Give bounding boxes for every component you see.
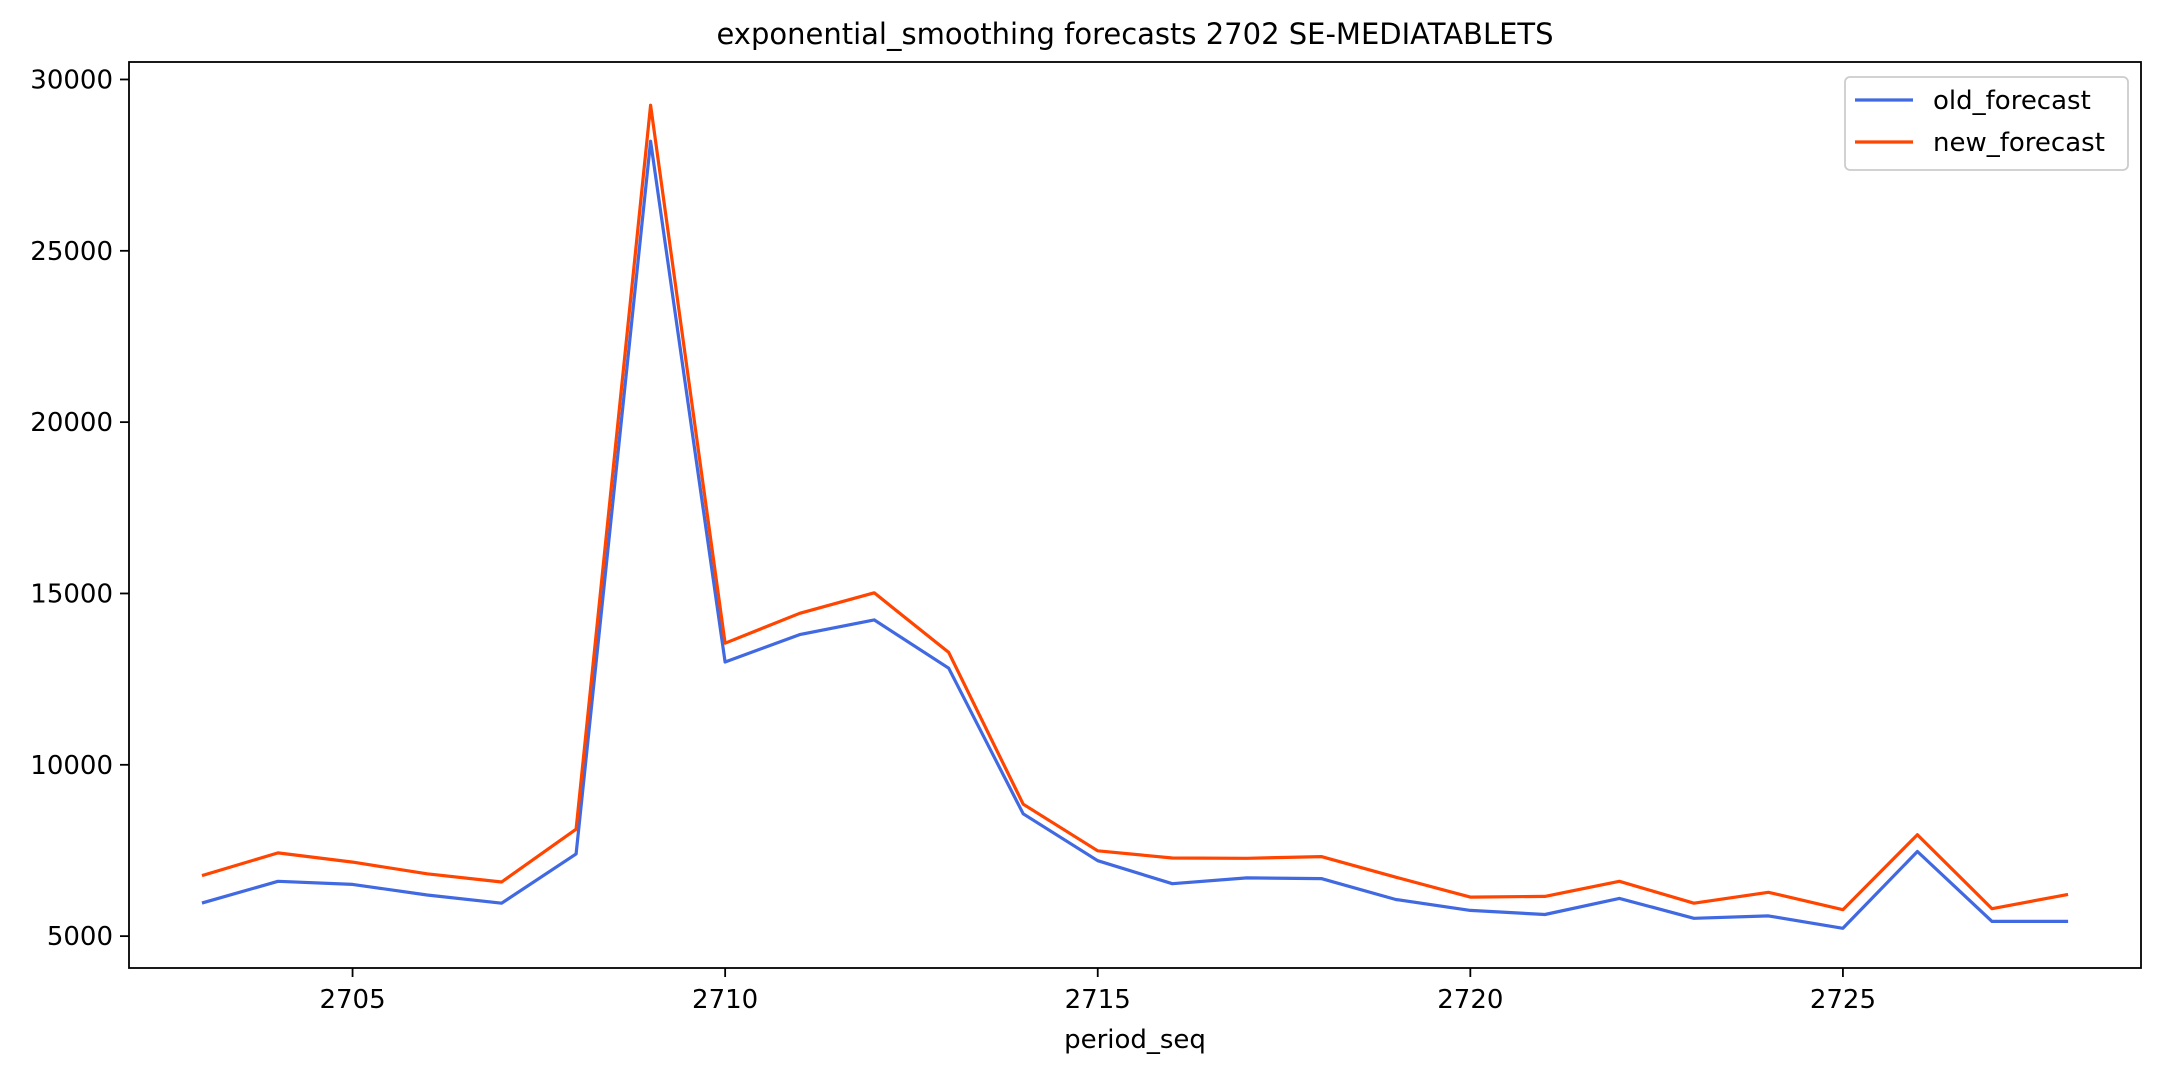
y-tick-label: 20000: [30, 408, 113, 438]
series-line-old-forecast: [201, 139, 2069, 930]
y-tick-label: 10000: [30, 751, 113, 781]
x-tick-label: 2715: [1065, 985, 1131, 1015]
legend-box: [1844, 76, 2129, 171]
legend: old_forecast new_forecast: [1844, 76, 2129, 171]
legend-label-new-forecast: new_forecast: [1933, 128, 2105, 158]
x-tick-label: 2710: [692, 985, 758, 1015]
x-axis-label: period_seq: [1064, 1025, 1206, 1055]
y-tick-label: 5000: [47, 922, 113, 952]
chart-title: exponential_smoothing forecasts 2702 SE-…: [716, 17, 1553, 51]
legend-label-old-forecast: old_forecast: [1933, 86, 2091, 116]
y-tick-label: 25000: [30, 237, 113, 267]
x-tick-label: 2720: [1437, 985, 1503, 1015]
plot-lines: [201, 103, 2069, 930]
x-tick-label: 2725: [1810, 985, 1876, 1015]
y-tick-label: 15000: [30, 579, 113, 609]
plot-area-frame: [128, 61, 2142, 969]
x-axis: 2705 2710 2715 2720 2725: [319, 968, 1876, 1015]
series-line-new-forecast: [201, 103, 2069, 912]
y-tick-label: 30000: [30, 65, 113, 95]
x-tick-label: 2705: [319, 985, 385, 1015]
y-axis: 5000 10000 15000 20000 25000 30000: [30, 65, 129, 952]
